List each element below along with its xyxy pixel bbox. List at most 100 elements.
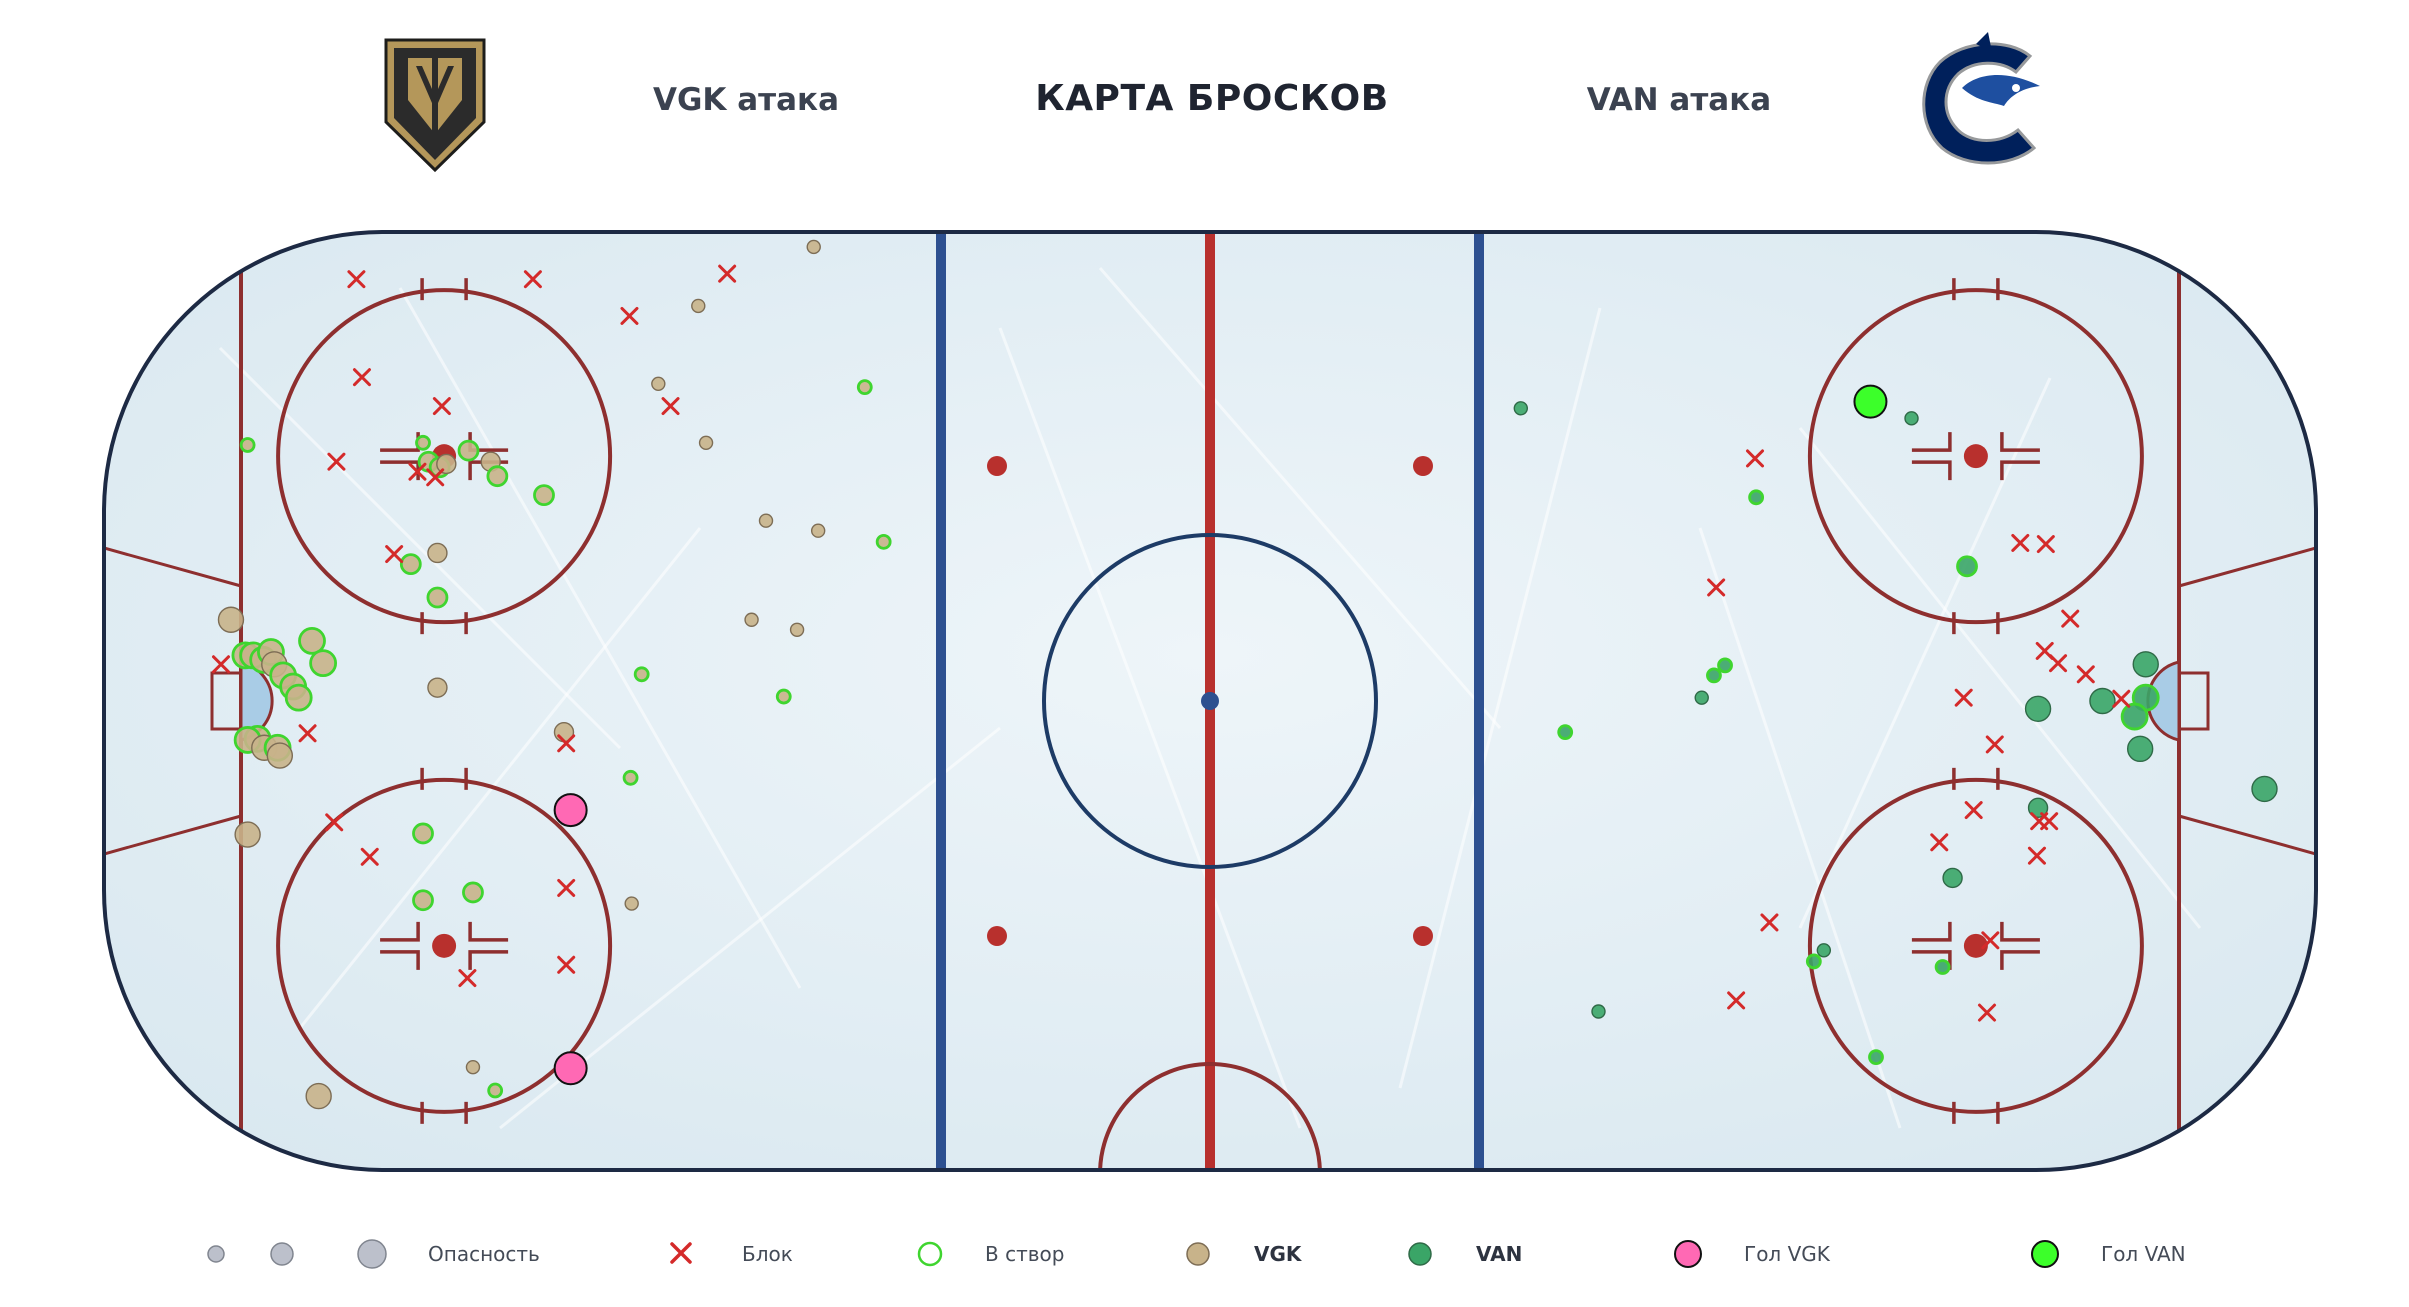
block-marker [2040, 812, 2059, 831]
legend: Опасность Блок В створ VGK VAN Гол VGK Г… [0, 1220, 2409, 1290]
van-shot-marker [1816, 943, 1832, 958]
van-shot-marker [1694, 690, 1709, 705]
legend-danger-medium-icon [270, 1242, 294, 1266]
vgk-shot-marker [399, 553, 422, 576]
vgk-shot-marker [856, 379, 873, 396]
legend-van-icon [1408, 1242, 1432, 1266]
legend-van-goal-icon [2031, 1240, 2059, 1268]
series-Блок [211, 264, 2131, 1022]
block-marker [620, 306, 639, 325]
legend-danger-large-icon [357, 1239, 387, 1269]
van-shot-marker [1904, 411, 1919, 426]
legend-danger-small-icon [207, 1245, 225, 1263]
vgk-shot-marker [426, 586, 449, 609]
block-marker [2036, 535, 2055, 554]
van-shot-marker [1748, 489, 1765, 506]
van-shot-marker [2024, 695, 2052, 722]
block-marker [557, 734, 576, 753]
faceoff-circle [1807, 767, 2144, 1124]
vgk-shot-marker [412, 822, 434, 845]
vancouver-canucks-logo-icon [1922, 32, 2040, 165]
block-marker [458, 969, 477, 988]
vgk-shot-marker [309, 649, 338, 678]
van-shot-marker [2251, 775, 2278, 803]
vgk-shot-marker [806, 239, 821, 255]
goal-marker [553, 793, 588, 828]
vgk-shot-marker [789, 622, 805, 637]
vgk-attack-label: VGK атака [652, 82, 840, 118]
legend-vgk-goal-label: Гол VGK [1744, 1242, 1830, 1266]
vgk-shot-marker [412, 889, 434, 912]
block-marker [523, 270, 542, 289]
legend-vgk-icon [1186, 1242, 1210, 1266]
van-shot-marker [1591, 1004, 1606, 1019]
legend-on-target-icon [917, 1241, 943, 1267]
rink-markings [104, 232, 2316, 1170]
van-shot-marker [1805, 953, 1822, 970]
block-marker [1978, 1003, 1996, 1022]
series-Гол VAN [1853, 384, 1888, 419]
van-attack-label: VAN атака [1586, 82, 1772, 118]
block-marker [385, 545, 404, 564]
block-marker [2112, 689, 2131, 708]
vgk-shot-marker [775, 688, 792, 705]
van-shot-marker [1934, 959, 1951, 975]
van-shot-marker [2126, 735, 2154, 763]
block-marker [1760, 913, 1779, 932]
goal-marker [553, 1051, 588, 1086]
block-marker [2061, 609, 2080, 628]
page-title: КАРТА БРОСКОВ [1035, 78, 1389, 119]
block-marker [327, 452, 346, 471]
vgk-shot-marker [651, 376, 666, 392]
faceoff-circle [1807, 278, 2144, 635]
van-shot-marker [1706, 667, 1722, 684]
legend-block-label: Блок [742, 1242, 793, 1266]
block-marker [1954, 688, 1973, 707]
legend-on-target-label: В створ [985, 1242, 1065, 1266]
block-marker [408, 462, 427, 481]
vgk-shot-marker [305, 1082, 332, 1110]
vgk-shot-marker [487, 1082, 504, 1099]
legend-vgk-goal-icon [1674, 1240, 1702, 1268]
goal-marker [1853, 384, 1888, 419]
block-marker [2011, 533, 2030, 552]
vgk-shot-marker [875, 533, 892, 550]
block-marker [1707, 578, 1726, 597]
header: VGK атака КАРТА БРОСКОВ VAN атака [0, 0, 2409, 210]
block-marker [2049, 654, 2068, 673]
vgk-shot-marker [758, 513, 774, 528]
vgk-shot-marker [810, 523, 826, 538]
block-marker [718, 264, 737, 283]
legend-vgk-label: VGK [1254, 1242, 1302, 1266]
van-shot-marker [2027, 797, 2049, 819]
van-shot-marker [1868, 1049, 1884, 1066]
legend-danger-label: Опасность [428, 1242, 540, 1266]
van-shot-marker [1956, 555, 1978, 578]
hockey-rink-chart [102, 230, 2318, 1172]
block-marker [557, 878, 576, 897]
series-Гол VGK [553, 793, 588, 1086]
block-marker [1981, 931, 2000, 950]
vgk-shot-marker [266, 742, 294, 769]
block-marker [352, 368, 371, 387]
vgk-shot-marker [239, 437, 256, 453]
vgk-shot-marker [486, 465, 509, 488]
vgk-shot-marker [698, 435, 714, 450]
van-shot-marker [1557, 724, 1574, 741]
vgk-shot-marker [415, 434, 431, 451]
block-marker [2027, 846, 2046, 865]
vgk-shot-marker [284, 683, 313, 712]
block-marker [298, 724, 317, 743]
vgk-shot-marker [744, 612, 759, 627]
vgk-shot-marker [427, 677, 448, 698]
block-marker [1727, 991, 1746, 1010]
van-shot-marker [2089, 687, 2116, 715]
series-VGK [217, 239, 892, 1110]
van-shot-marker [1942, 867, 1963, 889]
rink-surface [102, 230, 2318, 1172]
legend-block-icon [670, 1242, 692, 1264]
block-marker [1930, 833, 1949, 852]
vgk-shot-marker [691, 298, 706, 314]
block-marker [325, 813, 344, 832]
vgk-shot-marker [533, 484, 555, 507]
